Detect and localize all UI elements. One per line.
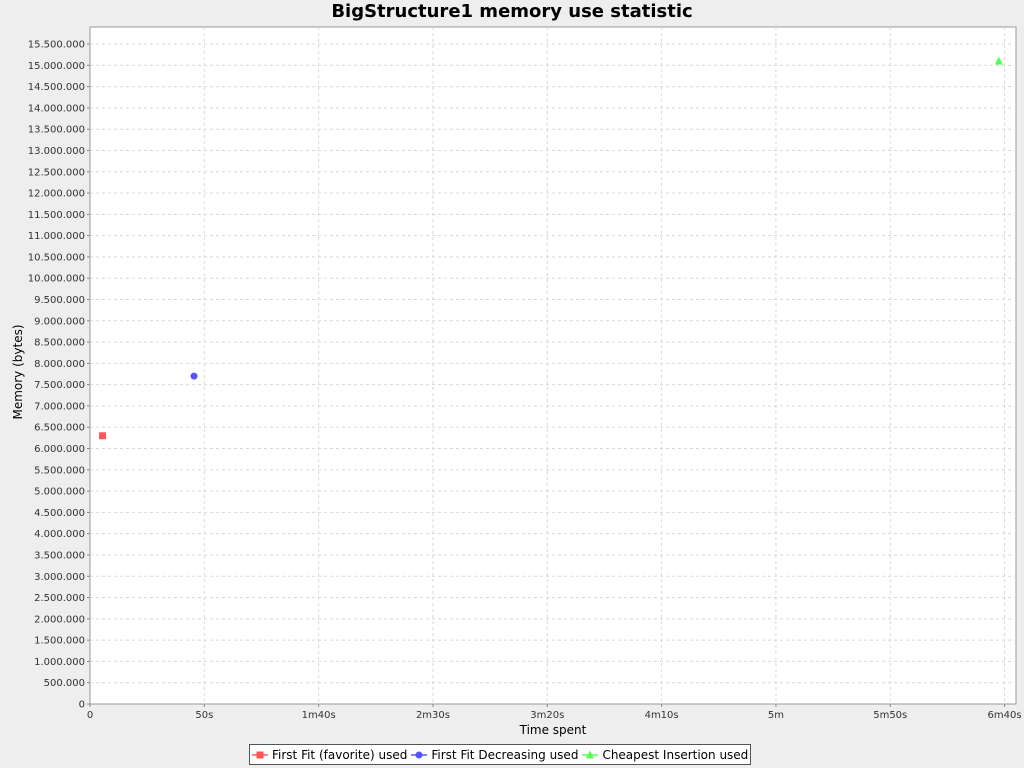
legend-item-series-1: First Fit Decreasing used (411, 748, 578, 762)
y-tick-label: 8.500.000 (34, 338, 85, 349)
data-point-series-0 (99, 432, 107, 440)
y-tick-label: 13.500.000 (28, 125, 85, 136)
y-tick-label: 11.000.000 (28, 231, 85, 242)
x-tick-label: 0 (87, 710, 93, 721)
y-tick-label: 5.000.000 (34, 487, 85, 498)
y-axis-label: Memory (bytes) (11, 324, 25, 419)
legend-label: First Fit Decreasing used (431, 747, 579, 762)
axes: 0 500.000 1.000.000 1.500.000 2.000.000 2.500… (28, 40, 1022, 721)
chart-title: BigStructure1 memory use statistic (331, 1, 693, 22)
x-tick-label: 3m20s (530, 710, 564, 721)
y-tick-label: 7.000.000 (34, 401, 85, 412)
y-tick-label: 10.500.000 (28, 252, 85, 263)
legend-swatch-marker (415, 751, 423, 758)
legend-item-series-0: First Fit (favorite) used (252, 748, 407, 762)
x-tick-label: 4m10s (645, 710, 679, 721)
y-tick-label: 9.000.000 (34, 316, 85, 327)
plot-area (89, 26, 1017, 705)
grid-lines (90, 27, 1016, 704)
legend-swatch-marker (586, 750, 595, 758)
legend-label: First Fit (favorite) used (272, 747, 408, 762)
y-tick-label: 15.500.000 (28, 40, 85, 51)
y-tick-label: 8.000.000 (34, 359, 85, 370)
y-tick-label: 6.000.000 (34, 444, 85, 455)
data-points (99, 56, 1003, 440)
y-tick-label: 12.500.000 (28, 167, 85, 178)
legend-swatch-series-2 (582, 750, 599, 758)
x-tick-label: 1m40s (302, 710, 336, 721)
y-tick-label: 3.500.000 (34, 550, 85, 561)
y-tick-label: 1.000.000 (34, 657, 85, 668)
y-tick-label: 9.500.000 (34, 295, 85, 306)
y-tick-label: 1.500.000 (34, 636, 85, 647)
y-tick-label: 0 (79, 700, 85, 711)
y-tick-label: 4.000.000 (34, 529, 85, 540)
y-tick-label: 10.000.000 (28, 274, 85, 285)
legend: First Fit (favorite) used First Fit Decre… (249, 744, 752, 765)
y-tick-label: 12.000.000 (28, 189, 85, 200)
y-tick-label: 2.000.000 (34, 614, 85, 625)
x-tick-label: 5m50s (873, 710, 907, 721)
y-tick-label: 3.000.000 (34, 572, 85, 583)
data-point-series-1 (190, 372, 198, 380)
x-tick-label: 2m30s (416, 710, 450, 721)
y-tick-label: 500.000 (44, 678, 85, 689)
x-tick-label: 50s (195, 710, 213, 721)
y-tick-label: 14.000.000 (28, 103, 85, 114)
y-tick-label: 6.500.000 (34, 423, 85, 434)
x-tick-label: 6m40s (988, 710, 1022, 721)
legend-swatch-series-0 (252, 751, 268, 758)
x-axis-label: Time spent (519, 723, 587, 737)
legend-label: Cheapest Insertion used (602, 747, 749, 762)
x-tick-label: 5m (768, 710, 784, 721)
y-tick-label: 11.500.000 (28, 210, 85, 221)
y-tick-label: 14.500.000 (28, 82, 85, 93)
y-tick-label: 13.000.000 (28, 146, 85, 157)
data-point-series-2 (994, 56, 1003, 65)
legend-swatch-marker (256, 751, 264, 758)
y-tick-label: 5.500.000 (34, 465, 85, 476)
y-tick-label: 15.000.000 (28, 61, 85, 72)
y-tick-label: 7.500.000 (34, 380, 85, 391)
legend-swatch-series-1 (411, 751, 428, 758)
y-tick-label: 4.500.000 (34, 508, 85, 519)
y-tick-label: 2.500.000 (34, 593, 85, 604)
legend-item-series-2: Cheapest Insertion used (582, 748, 748, 762)
